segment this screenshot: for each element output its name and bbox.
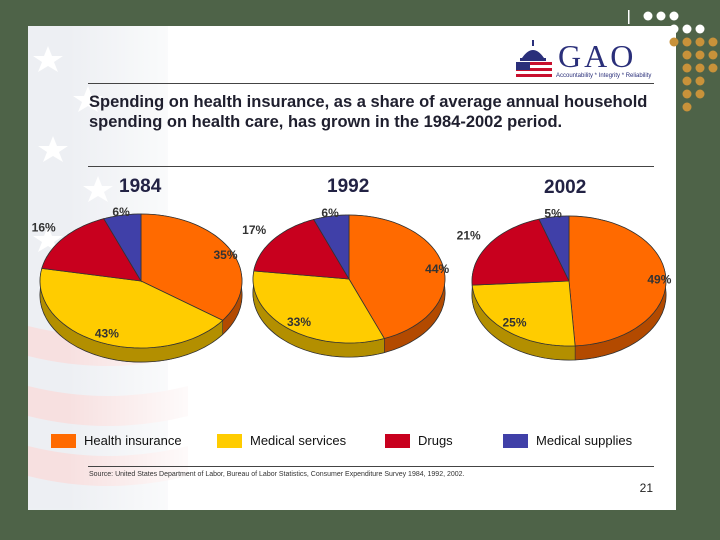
pie-slice-medical-services <box>252 270 385 344</box>
pie-label-health-insurance: 49% <box>647 272 671 286</box>
pie-label-medical-supplies: 6% <box>321 206 339 220</box>
pie-label-health-insurance: 35% <box>213 248 237 262</box>
decor-dot <box>669 24 679 34</box>
legend-label: Drugs <box>418 433 453 448</box>
corner-dots-decoration <box>628 10 718 112</box>
pie-slice-health-insurance <box>348 214 446 339</box>
decor-dot <box>682 102 692 112</box>
pie-label-drugs: 17% <box>242 223 266 237</box>
pie-slice-drugs <box>253 219 350 280</box>
decor-line <box>628 10 630 24</box>
decor-dot <box>695 63 705 73</box>
year-label-2002: 2002 <box>544 177 587 198</box>
pie-slice-drugs <box>41 218 142 282</box>
title-rule <box>88 166 654 167</box>
pie-label-medical-services: 33% <box>287 315 311 329</box>
pie-2002: 49% 25% 21% 5% <box>457 207 672 361</box>
decor-dot <box>682 37 692 47</box>
legend-swatch <box>217 434 242 448</box>
decor-dot <box>708 63 718 73</box>
logo-tagline: Accountability * Integrity * Reliability <box>556 73 652 79</box>
decor-dot <box>643 11 653 21</box>
legend-swatch <box>385 434 410 448</box>
decor-dot <box>682 76 692 86</box>
pie-slice-health-insurance <box>140 213 243 321</box>
pie-label-medical-supplies: 6% <box>112 205 130 219</box>
year-label-1984: 1984 <box>119 176 162 197</box>
decor-dot <box>695 76 705 86</box>
pie-1984: 35% 43% 16% 6% <box>32 205 243 363</box>
footer-rule <box>88 466 654 467</box>
capitol-dome-flag-icon <box>516 40 552 77</box>
legend-label: Health insurance <box>84 433 182 448</box>
decor-dot <box>656 11 666 21</box>
pie-label-medical-services: 25% <box>502 315 526 329</box>
decor-dot <box>682 24 692 34</box>
logo-wordmark: GAO <box>558 38 637 74</box>
pie-slice-health-insurance <box>568 215 667 347</box>
pie-slice-medical-supplies <box>313 214 350 281</box>
legend-swatch <box>503 434 528 448</box>
year-label-1992: 1992 <box>327 176 370 197</box>
source-note: Source: United States Department of Labo… <box>89 471 465 478</box>
decor-dot <box>682 89 692 99</box>
pie-1992: 44% 33% 17% 6% <box>242 206 450 358</box>
pie-label-medical-supplies: 5% <box>544 207 562 221</box>
decor-dot <box>695 89 705 99</box>
decor-dot <box>695 24 705 34</box>
pie-label-health-insurance: 44% <box>425 262 449 276</box>
decor-dot <box>695 50 705 60</box>
pie-label-drugs: 16% <box>32 221 56 235</box>
legend-label: Medical supplies <box>536 433 633 448</box>
pie-slice-medical-services <box>39 267 224 349</box>
pie-slice-drugs <box>471 218 570 286</box>
pie-slice-medical-supplies <box>103 213 142 283</box>
pie-label-medical-services: 43% <box>95 326 119 340</box>
chart-title: Spending on health insurance, as a share… <box>89 93 648 131</box>
decor-dot <box>708 37 718 47</box>
decor-dot <box>682 50 692 60</box>
decor-dot <box>682 63 692 73</box>
slide: GAO Accountability * Integrity * Reliabi… <box>28 26 676 510</box>
pie-charts: 35% 43% 16% 6% 44% 33% 17% 6% 49% 25% 21% 5% <box>32 205 672 363</box>
legend-label: Medical services <box>250 433 347 448</box>
legend-swatch <box>51 434 76 448</box>
pie-label-drugs: 21% <box>457 228 481 242</box>
page-number: 21 <box>639 481 653 495</box>
decor-dot <box>695 37 705 47</box>
gao-logo: GAO Accountability * Integrity * Reliabi… <box>514 38 656 84</box>
decor-dot <box>708 50 718 60</box>
decor-dot <box>669 11 679 21</box>
pie-slice-medical-services <box>471 280 576 347</box>
header-rule <box>88 83 654 84</box>
pie-slice-medical-supplies <box>538 215 570 282</box>
decor-dot <box>669 37 679 47</box>
